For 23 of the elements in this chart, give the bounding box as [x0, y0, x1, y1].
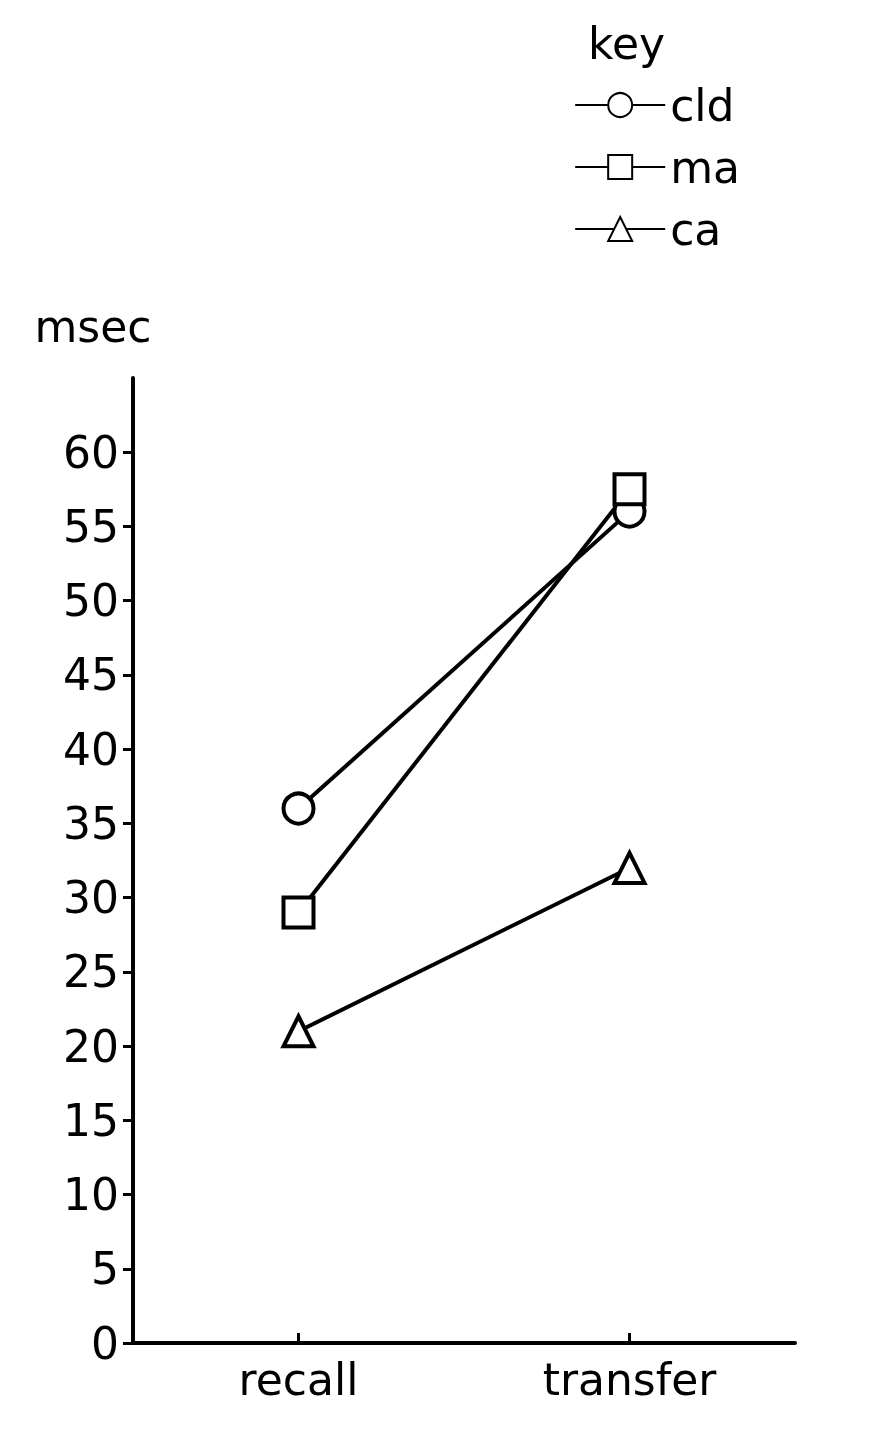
- point: [281, 895, 316, 930]
- y-tick-label: 20: [63, 1020, 119, 1072]
- x-tick-label: transfer: [542, 1353, 718, 1405]
- y-axis-title: msec: [34, 300, 152, 352]
- y-tick-label: 45: [63, 649, 119, 701]
- y-tick-label: 0: [91, 1317, 119, 1369]
- legend-label: ma: [670, 141, 740, 193]
- y-tick-label: 30: [63, 872, 119, 924]
- y-tick-label: 15: [63, 1094, 119, 1146]
- y-tick-label: 55: [63, 500, 119, 552]
- point: [281, 791, 316, 826]
- legend-label: ca: [670, 203, 722, 255]
- y-tick-label: 25: [63, 946, 119, 998]
- legend-label: cld: [670, 79, 735, 131]
- y-tick-label: 10: [63, 1169, 119, 1221]
- y-tick-label: 40: [63, 723, 119, 775]
- y-tick-label: 5: [91, 1243, 119, 1295]
- y-tick-label: 35: [63, 797, 119, 849]
- x-tick-label: recall: [238, 1353, 359, 1405]
- legend-title: key: [587, 17, 666, 69]
- y-tick-label: 50: [63, 575, 119, 627]
- point: [612, 472, 647, 507]
- y-tick-label: 60: [63, 426, 119, 478]
